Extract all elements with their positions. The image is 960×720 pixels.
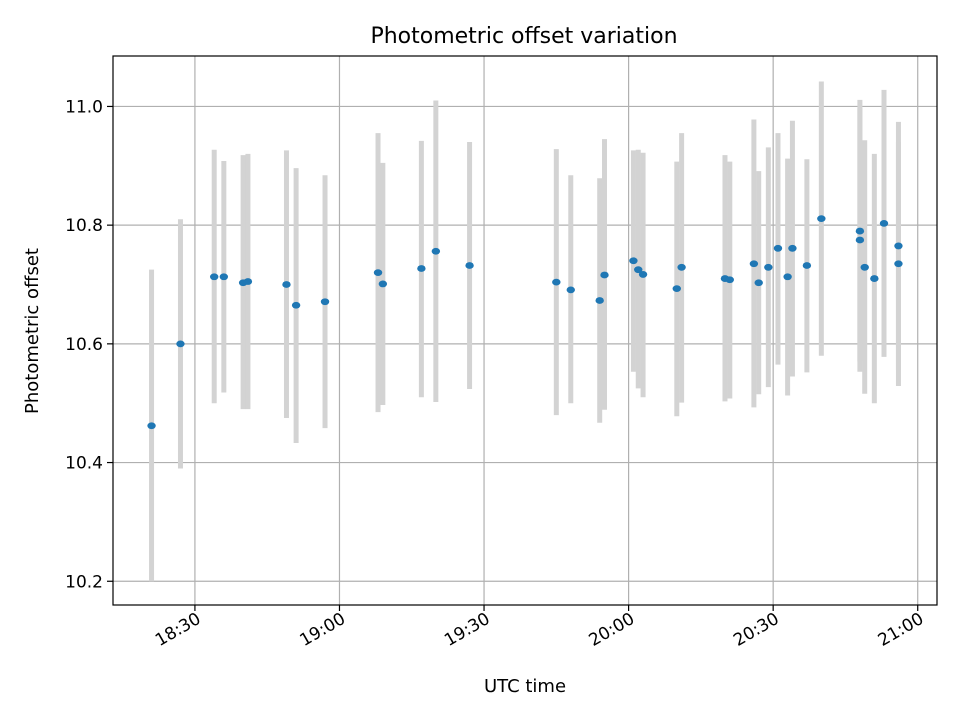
data-point: [465, 262, 474, 269]
data-point: [870, 275, 879, 282]
data-point: [378, 280, 388, 288]
data-point: [894, 242, 903, 250]
x-tick-label: 18:30: [152, 609, 204, 651]
data-point: [595, 297, 604, 304]
data-point: [773, 244, 783, 252]
data-point: [600, 271, 609, 279]
x-axis-ticks: 18:30 19:00 19:30 20:00 20:30 21:00: [152, 605, 927, 651]
y-tick-label: 10.8: [65, 216, 103, 236]
data-point: [677, 263, 686, 271]
data-point: [629, 257, 638, 265]
y-tick-label: 10.4: [65, 454, 103, 474]
data-point: [291, 301, 301, 309]
data-point: [788, 244, 797, 252]
y-axis-label: Photometric offset: [22, 248, 43, 414]
data-point: [552, 278, 561, 286]
data-point: [855, 236, 865, 244]
data-point: [219, 273, 229, 281]
data-point: [879, 219, 889, 227]
data-point: [147, 422, 156, 430]
data-points: [147, 215, 903, 430]
x-tick-label: 20:00: [586, 609, 638, 651]
data-point: [282, 281, 291, 288]
x-tick-label: 20:30: [730, 609, 782, 651]
y-tick-label: 11.0: [65, 97, 103, 117]
y-tick-label: 10.6: [65, 335, 103, 355]
data-point: [802, 262, 812, 269]
data-point: [894, 260, 903, 268]
grid-lines: [113, 56, 937, 605]
data-point: [754, 279, 763, 287]
x-axis-label: UTC time: [484, 676, 566, 697]
data-point: [566, 286, 575, 294]
data-point: [373, 269, 383, 277]
x-tick-label: 21:00: [875, 609, 927, 651]
data-point: [672, 285, 681, 293]
data-point: [320, 298, 330, 306]
data-point: [764, 263, 773, 271]
data-point: [860, 263, 869, 271]
data-point: [749, 260, 759, 268]
data-point: [431, 247, 441, 255]
data-point: [417, 265, 426, 272]
error-bars: [149, 81, 901, 582]
y-axis-ticks: 10.2 10.4 10.6 10.8 11.0: [65, 97, 113, 592]
x-tick-label: 19:00: [297, 609, 349, 651]
data-point: [783, 273, 792, 281]
data-point: [243, 278, 253, 285]
data-point: [855, 227, 865, 235]
data-point: [176, 340, 185, 348]
data-point: [817, 215, 826, 223]
data-point: [638, 271, 648, 278]
data-point: [209, 273, 219, 281]
x-tick-label: 19:30: [441, 609, 493, 651]
y-tick-label: 10.2: [65, 572, 103, 592]
data-point: [725, 276, 734, 284]
data-point: [634, 266, 643, 274]
chart-title: Photometric offset variation: [370, 24, 677, 49]
plot-frame: [112, 55, 938, 606]
